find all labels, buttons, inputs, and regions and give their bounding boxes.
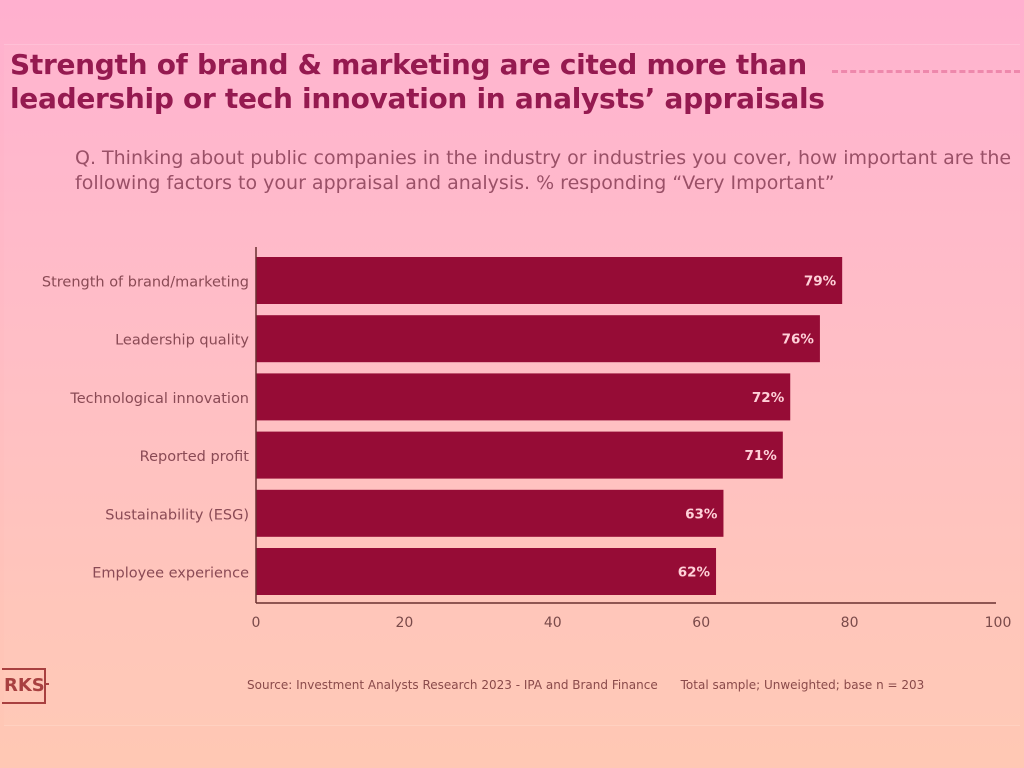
logo-text: RKS	[4, 675, 45, 696]
sample-note: Total sample; Unweighted; base n = 203	[680, 678, 925, 692]
x-tick-label: 20	[395, 615, 413, 631]
data-label: 79%	[804, 274, 837, 290]
source-note: Source: Investment Analysts Research 202…	[247, 678, 924, 692]
bar	[256, 431, 783, 479]
category-labels-group: Strength of brand/marketing Leadership qu…	[42, 275, 250, 582]
data-label: 76%	[782, 332, 815, 348]
chart-title: Strength of brand & marketing are cited …	[10, 48, 825, 115]
logo-notch	[44, 683, 49, 685]
data-label: 63%	[685, 506, 718, 522]
bar	[256, 548, 717, 595]
brand-logo: RKS	[2, 668, 46, 704]
data-label: 71%	[744, 448, 777, 464]
x-tick-label: 100	[985, 615, 1012, 631]
category-label: Leadership quality	[115, 333, 249, 349]
x-tick-label: 60	[692, 615, 710, 631]
bar	[256, 315, 820, 363]
data-label: 62%	[678, 565, 711, 581]
data-label: 72%	[752, 390, 785, 406]
axes-group	[255, 247, 996, 604]
x-tick-label: 40	[544, 615, 562, 631]
category-label: Employee experience	[92, 566, 249, 582]
x-tick-labels-group: 0 20 40 60 80 100	[252, 615, 1012, 631]
bars-group	[256, 257, 843, 595]
bar	[256, 373, 791, 421]
bar	[256, 489, 724, 537]
category-label: Technological innovation	[69, 391, 249, 407]
bar	[256, 257, 843, 304]
decorative-dashed-line	[832, 70, 1020, 73]
x-tick-label: 80	[841, 615, 859, 631]
value-labels-group: 79% 76% 72% 71% 63% 62%	[678, 274, 837, 581]
x-tick-label: 0	[252, 615, 261, 631]
category-label: Reported profit	[140, 449, 250, 465]
category-label: Strength of brand/marketing	[42, 275, 249, 291]
survey-question: Q. Thinking about public companies in th…	[75, 147, 1012, 194]
category-label: Sustainability (ESG)	[105, 507, 249, 523]
source-text: Source: Investment Analysts Research 202…	[247, 678, 658, 692]
